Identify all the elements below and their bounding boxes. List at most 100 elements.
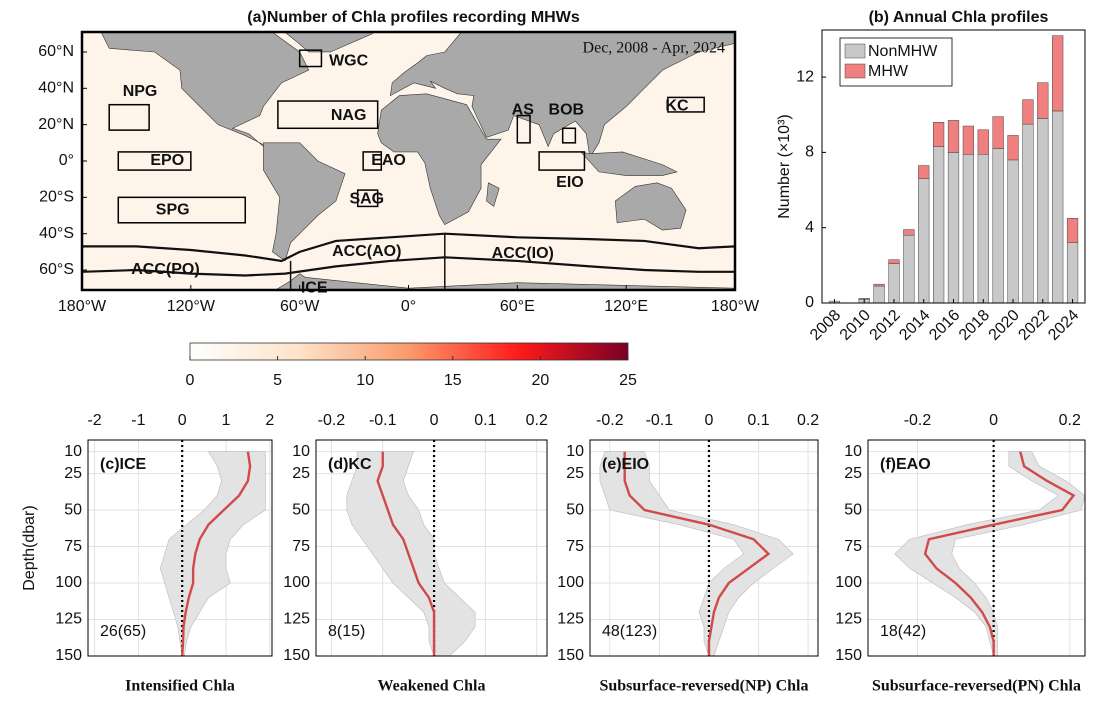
annotation: 8(15) [328, 623, 365, 640]
x-tick-label: 2014 [896, 307, 933, 344]
y-tick-label: 10 [292, 443, 310, 460]
y-tick-label: 100 [283, 574, 310, 591]
bar [1066, 218, 1079, 244]
y-tick-label: 150 [557, 647, 584, 664]
region-label: ACC(IO) [492, 245, 554, 262]
y-tick-label: 125 [55, 611, 82, 628]
x-tick-label: 2008 [807, 307, 844, 344]
y-tick-label: 50 [64, 501, 82, 518]
x-tick-label: 120°E [604, 298, 648, 315]
x-tick-label: 2012 [867, 307, 904, 344]
region-box [356, 189, 379, 208]
panel-label: (c)ICE [100, 456, 147, 473]
y-tick-label: 25 [64, 465, 82, 482]
bar [1052, 110, 1064, 304]
region-label: ACC(PO) [131, 261, 199, 278]
front-line [82, 256, 735, 277]
region-label: KC [665, 98, 689, 115]
region-box [516, 114, 531, 144]
bar [918, 178, 930, 304]
bar [992, 116, 1004, 149]
x-tick-label: 2016 [926, 307, 963, 344]
y-tick-label: 50 [292, 501, 310, 518]
spread-band [346, 451, 476, 657]
bar [947, 120, 960, 153]
y-tick-label: 50 [566, 501, 584, 518]
colorbar-tick-label: 15 [444, 372, 462, 389]
y-tick-label: 125 [835, 611, 862, 628]
land [579, 151, 678, 176]
x-tick-label: 60°E [500, 298, 535, 315]
region-label: SPG [156, 201, 190, 218]
bar [1022, 99, 1034, 125]
y-tick-label: 20°S [39, 189, 74, 206]
colorbar-tick-label: 5 [273, 372, 282, 389]
y-tick-label: 100 [55, 574, 82, 591]
x-tick-label: -0.1 [646, 412, 674, 429]
panel-label: (f)EAO [880, 456, 931, 473]
axes-frame [589, 439, 819, 657]
land [377, 93, 502, 225]
bar [918, 165, 930, 179]
y-tick-label: 50 [844, 501, 862, 518]
axes-frame [821, 29, 1086, 304]
x-tick-label: 0 [430, 412, 439, 429]
map-content [82, 32, 735, 290]
y-tick-label: 75 [566, 538, 584, 555]
region-label: AS [512, 101, 535, 118]
x-tick-label: 0.1 [747, 412, 769, 429]
x-tick-label: 2020 [986, 307, 1023, 344]
bar [977, 129, 989, 155]
bar [992, 148, 1004, 304]
land [100, 32, 310, 147]
x-tick-label: 2010 [837, 307, 874, 344]
x-tick-label: 0.1 [474, 412, 496, 429]
land [263, 142, 346, 262]
x-tick-label: 0 [989, 412, 998, 429]
x-tick-label: -0.1 [369, 412, 397, 429]
bar [947, 152, 960, 304]
x-tick-label: 60°W [280, 298, 320, 315]
bar [977, 154, 989, 304]
region-box [298, 49, 323, 68]
axes-frame [87, 439, 273, 657]
colorbar [189, 342, 629, 361]
colorbar-tick-label: 20 [532, 372, 550, 389]
y-tick-label: 75 [64, 538, 82, 555]
x-tick-label: 2022 [1015, 307, 1052, 344]
legend-label: NonMHW [868, 43, 938, 60]
colorbar-tick-label: 10 [356, 372, 374, 389]
region-label: EPO [150, 152, 184, 169]
y-tick-label: 60°S [39, 261, 74, 278]
y-tick-label: 40°S [39, 225, 74, 242]
chart-title: (b) Annual Chla profiles [869, 9, 1049, 26]
bar [888, 263, 900, 304]
y-tick-label: 75 [844, 538, 862, 555]
y-tick-label: 20°N [38, 116, 74, 133]
y-tick-label: 25 [844, 465, 862, 482]
panel-label: (e)EIO [602, 456, 649, 473]
bar [1037, 82, 1049, 119]
x-tick-label: 0.2 [1059, 412, 1081, 429]
region-label: ICE [301, 279, 328, 296]
region-box [117, 196, 246, 224]
x-tick-label: 2024 [1045, 307, 1082, 344]
mean-line [623, 451, 771, 656]
y-tick-label: 10 [844, 443, 862, 460]
y-tick-label: 100 [835, 574, 862, 591]
bar [1066, 242, 1079, 304]
y-tick-label: 10 [64, 443, 82, 460]
y-tick-label: 60°N [38, 43, 74, 60]
bar [933, 146, 945, 304]
bar [873, 283, 885, 287]
region-box [108, 103, 150, 131]
y-tick-label: 125 [283, 611, 310, 628]
colorbar-tick-label: 25 [619, 372, 637, 389]
y-tick-label: 8 [805, 144, 814, 161]
y-tick-label: 25 [292, 465, 310, 482]
mean-line [376, 451, 436, 656]
front-line [82, 232, 735, 263]
x-axis-label: Intensified Chla [125, 678, 235, 695]
y-tick-label: 0° [59, 152, 74, 169]
y-tick-label: 10 [566, 443, 584, 460]
